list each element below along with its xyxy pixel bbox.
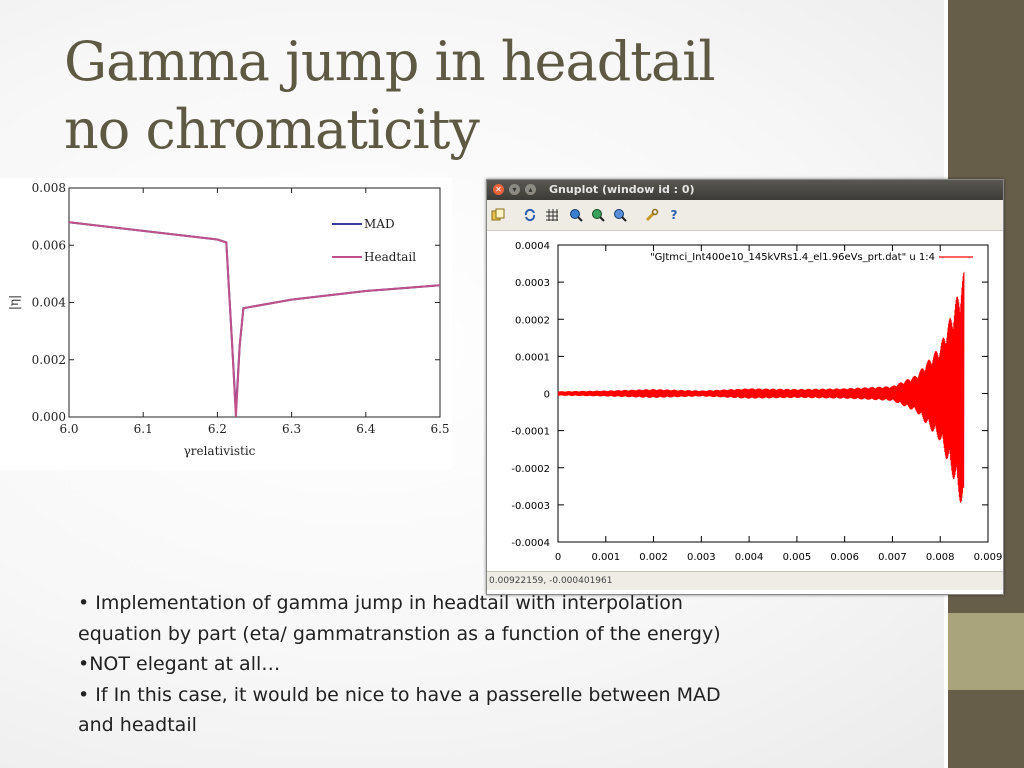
bullet-item-2: •NOT elegant at all… [78,653,281,675]
y-tick-label: 0.002 [32,353,66,367]
zoom-reset-icon[interactable] [613,208,627,222]
y-tick-label: 0.0001 [515,352,550,363]
y-tick-label: 0.0003 [515,278,550,289]
sidebar-accent-block [948,613,1024,690]
title-line-1: Gamma jump in headtail [64,30,716,93]
y-tick-label: 0.004 [32,296,67,310]
minimize-icon[interactable]: ▾ [509,184,520,195]
bullet-item-1: • Implementation of gamma jump in headta… [78,592,721,645]
y-tick-label: 0.0002 [515,315,550,326]
y-tick-label: 0 [544,390,550,401]
gnuplot-plot-area[interactable]: 0 0.001 0.002 0.003 0.004 0.005 0.006 0.007 0.00… [487,231,1003,571]
legend-label: "GJtmci_Int400e10_145kVRs1.4_el1.96eVs_p… [650,252,935,263]
title-line-2: no chromaticity [64,98,480,161]
x-tick-label: 0.004 [735,552,764,563]
y-axis-label: |η| [7,295,21,310]
y-tick-label: 0.0004 [515,241,550,252]
x-tick-label: 0.005 [783,552,812,563]
grid-icon[interactable] [545,208,559,222]
y-tick-label: 0.008 [32,181,66,195]
plot-frame [68,187,441,418]
gnuplot-window[interactable]: ✕ ▾ ▴ Gnuplot (window id : 0) ? 0 0.001 0.… [486,179,1004,595]
eta-chart-svg: 6.0 6.1 6.2 6.3 6.4 6.5 0.000 0.002 0.004 0.006 0.… [7,181,450,458]
window-title: Gnuplot (window id : 0) [549,183,695,196]
legend-label-mad: MAD [364,217,395,231]
y-tick-label: 0.000 [32,410,66,424]
series-line-headtail [68,221,441,418]
bullet-list: • Implementation of gamma jump in headta… [78,588,738,741]
x-tick-label: 6.4 [356,422,375,436]
close-icon[interactable]: ✕ [493,184,504,195]
help-icon[interactable]: ? [670,208,678,222]
x-tick-label: 6.2 [208,422,227,436]
zoom-out-icon[interactable] [591,208,605,222]
x-tick-label: 6.1 [134,422,153,436]
gnuplot-chart-svg: 0 0.001 0.002 0.003 0.004 0.005 0.006 0.007 0.00… [511,241,1003,563]
x-tick-label: 0.006 [830,552,859,563]
eta-vs-gamma-chart: 6.0 6.1 6.2 6.3 6.4 6.5 0.000 0.002 0.004 0.006 0.… [0,178,452,470]
y-tick-label: -0.0004 [511,538,550,549]
copy-icon[interactable] [491,208,505,222]
y-tick-label: -0.0002 [511,464,550,475]
x-tick-label: 6.3 [282,422,301,436]
y-tick-label: -0.0001 [511,427,550,438]
x-tick-label: 0.001 [591,552,620,563]
zoom-in-icon[interactable] [569,208,583,222]
bullet-item-3: • If In this case, it would be nice to h… [78,683,721,737]
x-axis-label: γrelativistic [184,444,256,458]
x-tick-label: 0.009 [974,552,1003,563]
x-tick-label: 0 [555,552,561,563]
status-bar-coordinates: 0.00922159, -0.000401961 [487,571,1003,590]
x-tick-label: 6.5 [430,422,449,436]
gnuplot-toolbar: ? [487,200,1003,231]
x-tick-label: 0.002 [639,552,668,563]
maximize-icon[interactable]: ▴ [525,184,536,195]
y-tick-label: -0.0003 [511,501,550,512]
settings-icon[interactable] [645,208,659,222]
y-tick-label: 0.006 [32,238,66,252]
series-trace [557,271,965,503]
slide-title: Gamma jump in headtail no chromaticity [64,28,824,164]
x-tick-label: 0.007 [878,552,907,563]
legend-label-headtail: Headtail [364,250,416,264]
x-tick-label: 6.0 [59,422,78,436]
x-tick-label: 0.003 [687,552,716,563]
x-tick-label: 0.008 [926,552,955,563]
window-titlebar[interactable]: ✕ ▾ ▴ Gnuplot (window id : 0) [487,180,1003,200]
replot-icon[interactable] [523,208,537,222]
